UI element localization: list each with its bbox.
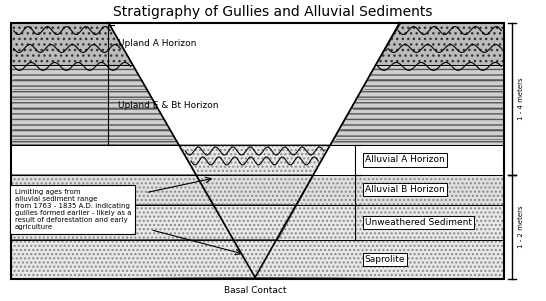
Polygon shape [11,205,233,240]
Text: Limiting ages from
alluvial sediment range
from 1763 - 1835 A.D. indicating
gull: Limiting ages from alluvial sediment ran… [15,189,131,230]
Text: Saprolite: Saprolite [365,255,405,264]
Polygon shape [11,23,133,65]
Text: Alluvial A Horizon: Alluvial A Horizon [365,155,444,164]
Polygon shape [330,65,505,145]
Text: Basal Contact: Basal Contact [224,286,286,295]
Polygon shape [296,175,505,205]
Text: Stratigraphy of Gullies and Alluvial Sediments: Stratigraphy of Gullies and Alluvial Sed… [113,5,433,19]
Polygon shape [276,205,505,240]
Bar [11,23,505,279]
Polygon shape [196,175,313,205]
Polygon shape [11,240,505,279]
Text: 1 - 2 meters: 1 - 2 meters [518,206,524,248]
Text: Unweathered Sediment: Unweathered Sediment [365,218,472,227]
Text: 1 - 4 meters: 1 - 4 meters [518,77,524,120]
Polygon shape [11,65,179,145]
Polygon shape [376,23,505,65]
Polygon shape [179,145,330,175]
Polygon shape [11,175,213,205]
Polygon shape [213,205,296,240]
Text: Alluvial B Horizon: Alluvial B Horizon [365,185,444,194]
Text: Upland E & Bt Horizon: Upland E & Bt Horizon [118,101,219,110]
Text: Upland A Horizon: Upland A Horizon [118,39,197,48]
